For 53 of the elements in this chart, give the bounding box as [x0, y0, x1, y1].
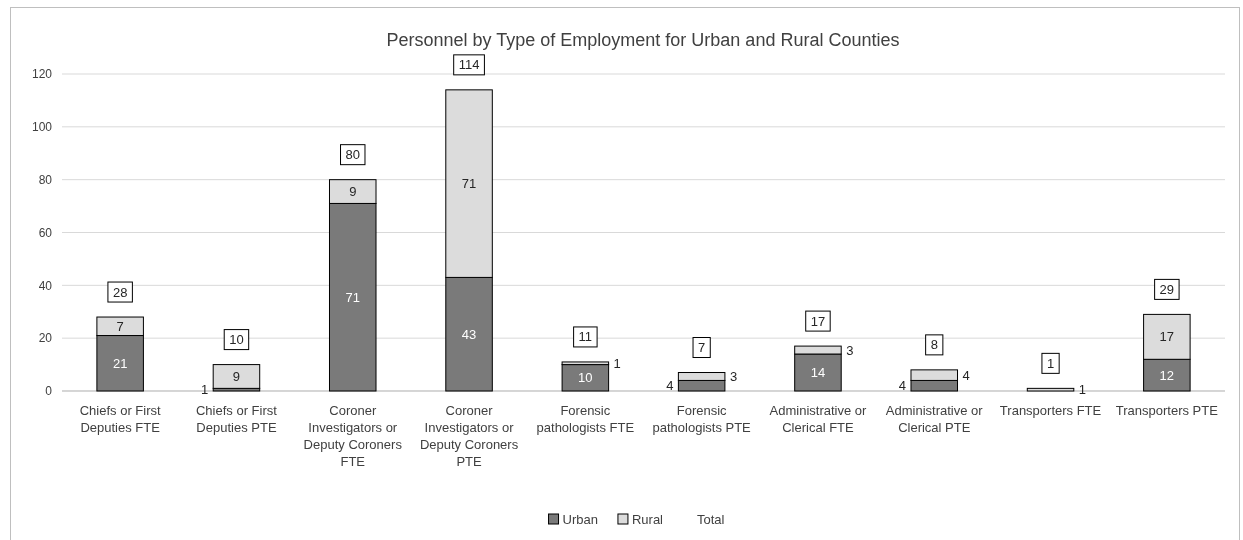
- y-tick-label: 0: [45, 384, 53, 399]
- x-tick-label: Administrative or Clerical PTE: [885, 402, 984, 435]
- bar: [212, 364, 261, 389]
- data-label: 71: [345, 289, 360, 305]
- y-tick-label: 100: [31, 120, 53, 135]
- total-label: 10: [229, 332, 244, 348]
- bar: [1026, 387, 1075, 392]
- data-label: 71: [461, 176, 477, 192]
- x-tick-label: Chiefs or First Deputies PTE: [196, 402, 278, 435]
- data-label: 21: [112, 355, 128, 371]
- total-label: 28: [112, 284, 128, 300]
- total-label: 17: [810, 313, 826, 329]
- x-tick-label: Transporters FTE: [999, 402, 1102, 418]
- data-label: 43: [461, 326, 477, 342]
- total-label: 8: [930, 337, 938, 353]
- x-tick-label: Transporters PTE: [1115, 402, 1219, 418]
- data-label: 1: [613, 355, 621, 371]
- x-tick-label: Coroner Investigators or Deputy Coroners FTE: [303, 402, 403, 469]
- x-tick-label: Administrative or Clerical FTE: [769, 402, 868, 435]
- data-label: 9: [349, 184, 357, 200]
- x-tick-label: Coroner Investigators or Deputy Coroners PTE: [419, 402, 519, 469]
- data-label: 7: [116, 318, 124, 334]
- y-tick-label: 20: [38, 331, 53, 346]
- bar: [561, 364, 610, 392]
- legend-label: Rural: [631, 511, 664, 527]
- data-label: 1: [200, 382, 209, 398]
- data-label: 4: [898, 378, 906, 394]
- data-label: 17: [1159, 329, 1175, 345]
- data-label: 10: [578, 370, 593, 386]
- data-label: 14: [810, 365, 826, 381]
- data-label: 1: [1046, 355, 1055, 371]
- y-tick-label: 40: [38, 278, 53, 293]
- total-label: 80: [345, 147, 360, 163]
- total-label: 11: [578, 329, 593, 345]
- x-tick-label: Forensic pathologists FTE: [536, 402, 635, 435]
- total-label: 114: [458, 57, 480, 73]
- data-label: 9: [232, 369, 241, 385]
- legend-label: Urban: [562, 511, 598, 527]
- data-label: 3: [729, 369, 738, 385]
- x-tick-label: Forensic pathologists PTE: [652, 402, 752, 435]
- y-tick-label: 60: [38, 225, 53, 240]
- text: Total: [697, 511, 725, 527]
- x-tick-label: Chiefs or First Deputies FTE: [79, 402, 161, 435]
- y-tick-label: 80: [38, 172, 53, 187]
- total-label: 29: [1159, 281, 1175, 297]
- data-label: 12: [1159, 367, 1175, 383]
- chart-title: Personnel by Type of Employment for Urban and Rural Counties: [386, 30, 900, 50]
- total-label: 1: [1078, 382, 1087, 398]
- data-label: 3: [846, 342, 854, 358]
- data-label: 4: [666, 378, 674, 394]
- total-label: 7: [698, 340, 706, 356]
- y-tick-label: 120: [31, 67, 53, 82]
- data-label: 4: [962, 367, 970, 383]
